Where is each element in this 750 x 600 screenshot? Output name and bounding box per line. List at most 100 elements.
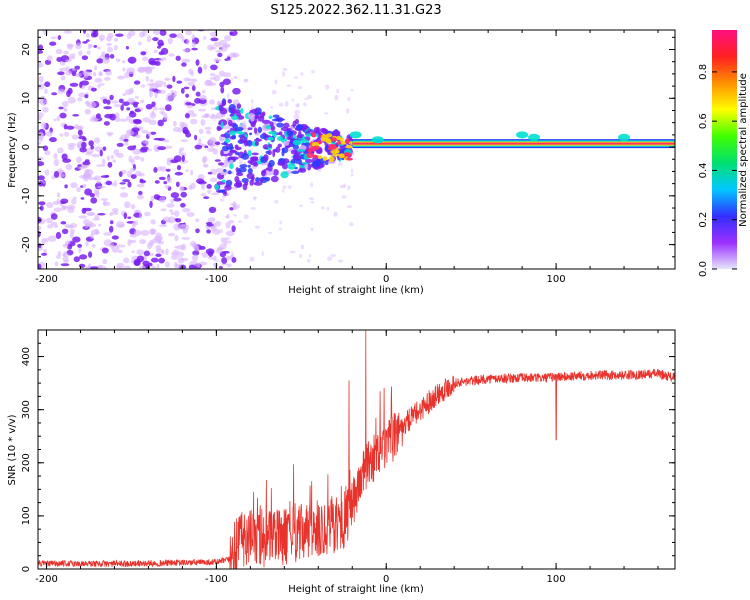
spectrogram-noise-cell xyxy=(145,75,149,82)
spectrogram-noise-cell xyxy=(207,171,213,175)
spectrogram-noise-cell xyxy=(38,135,44,142)
spectrogram-transition-cell xyxy=(272,114,280,118)
spectrogram-noise-cell xyxy=(188,185,193,191)
spectrogram-speckle-cell xyxy=(295,103,300,108)
spectrogram-speckle-cell xyxy=(269,106,274,109)
spectrogram-noise-cell xyxy=(60,263,70,267)
spectrogram-noise-cell xyxy=(166,176,172,183)
spectrogram-noise-cell xyxy=(130,174,137,179)
signal-bump xyxy=(349,131,362,139)
spectrogram-noise-cell xyxy=(155,253,162,257)
spectrogram-noise-cell xyxy=(69,223,78,229)
spectrogram-transition-cell xyxy=(231,106,235,113)
spectrogram-noise-cell xyxy=(149,228,156,235)
spectrogram-noise-cell xyxy=(205,130,212,135)
spectrogram-noise-cell xyxy=(174,171,184,176)
spectrogram-transition-cell xyxy=(221,179,226,183)
spectrogram-noise-cell xyxy=(185,169,189,172)
spectrogram-speckle-cell xyxy=(346,205,352,209)
spectrogram-transition-cell xyxy=(220,121,224,129)
spectrogram-noise-cell xyxy=(105,180,113,186)
spectrogram-transition-cell xyxy=(268,144,273,148)
spectrogram-noise-cell xyxy=(150,131,157,135)
spectrogram-transition-cell xyxy=(270,175,279,183)
spectrogram-noise-cell xyxy=(195,218,200,223)
spectrogram-noise-cell xyxy=(140,51,147,56)
spectrogram-noise-cell xyxy=(225,255,231,261)
spectrogram-transition-cell xyxy=(247,168,253,174)
spectrogram-hot-cell xyxy=(340,140,347,145)
spectrogram-noise-cell xyxy=(89,193,95,198)
spectrogram-noise-cell xyxy=(42,106,49,113)
spectrogram-noise-cell xyxy=(130,203,136,210)
spectrogram-noise-cell xyxy=(202,157,206,164)
x-tick-label: -100 xyxy=(205,574,228,585)
spectrogram-noise-cell xyxy=(129,233,138,238)
snr-panel: -200 -100 0 100 0 100 200 300 400 Height of stra… xyxy=(7,329,676,595)
spectrogram-transition-cell xyxy=(222,153,229,157)
spectrogram-noise-cell xyxy=(119,182,126,185)
spectrogram-noise-cell xyxy=(141,30,147,37)
spectrogram-noise-cell xyxy=(94,77,103,83)
spectrogram-transition-cell xyxy=(339,145,343,152)
spectrogram-noise-cell xyxy=(93,65,98,71)
spectrogram-noise-cell xyxy=(51,92,58,96)
spectrogram-noise-cell xyxy=(208,206,217,214)
spectrogram-noise-cell xyxy=(57,71,65,76)
spectrogram-noise-cell xyxy=(98,70,103,77)
spectrogram-noise-cell xyxy=(92,71,97,77)
spectrogram-noise-cell xyxy=(141,129,149,134)
spectrogram-transition-cell xyxy=(225,184,231,188)
spectrogram-noise-cell xyxy=(133,119,142,125)
spectrogram-noise-cell xyxy=(231,257,237,263)
colorbar-tick-label: 0.8 xyxy=(698,64,709,80)
spectrogram-transition-cell xyxy=(272,169,279,176)
spectrogram-noise-cell xyxy=(126,170,133,178)
spectrogram-speckle-cell xyxy=(249,256,255,262)
spectrogram-noise-cell xyxy=(114,116,121,123)
spectrogram-noise-cell xyxy=(217,52,223,58)
spectrogram-speckle-cell xyxy=(274,200,279,204)
colorbar-tick-label: 0.0 xyxy=(698,261,709,277)
spectrogram-speckle-cell xyxy=(289,250,296,254)
spectrogram-noise-cell xyxy=(108,133,112,137)
spectrogram-noise-cell xyxy=(220,86,225,94)
spectrogram-transition-cell xyxy=(286,128,292,131)
spectrogram-noise-cell xyxy=(38,263,42,269)
spectrogram-transition-cell xyxy=(242,183,248,191)
spectrogram-speckle-cell xyxy=(224,215,230,218)
spectrogram-noise-cell xyxy=(128,99,134,105)
spectrogram-noise-cell xyxy=(204,145,209,149)
spectrogram-noise-cell xyxy=(213,41,222,48)
spectrogram-noise-cell xyxy=(210,64,218,71)
spectrogram-speckle-cell xyxy=(220,228,223,234)
spectrogram-noise-cell xyxy=(219,81,225,88)
spectrogram-noise-cell xyxy=(50,213,58,220)
spectrogram-speckle-cell xyxy=(238,158,243,165)
spectrogram-frame xyxy=(37,29,676,270)
spectrogram-noise-cell xyxy=(152,30,161,35)
spectrogram-noise-cell xyxy=(173,197,182,202)
spectrogram-noise-cell xyxy=(209,99,215,105)
spectrogram-noise-cell xyxy=(195,59,200,66)
spectrogram-transition-cell xyxy=(226,146,235,150)
spectrogram-noise-cell xyxy=(106,155,110,161)
spectrogram-noise-cell xyxy=(124,141,129,146)
spectrogram-speckle-cell xyxy=(291,98,295,102)
spectrogram-noise-cell xyxy=(170,198,174,204)
spectrogram-noise-cell xyxy=(170,192,180,199)
spectrogram-noise-cell xyxy=(107,161,113,168)
colorbar-label: Normalized spectral amplitude xyxy=(738,73,749,227)
spectrogram-noise-cell xyxy=(53,224,59,228)
spectrogram-speckle-cell xyxy=(337,162,343,166)
spectrogram-transition-cell xyxy=(247,160,254,164)
spectrogram-noise-cell xyxy=(59,133,64,137)
spectrogram-noise-cell xyxy=(119,118,128,122)
spectrogram-hot-cell xyxy=(307,148,312,153)
spectrogram-noise-cell xyxy=(96,180,102,184)
spectrogram-speckle-cell xyxy=(222,194,226,199)
spectrogram-noise-cell xyxy=(191,85,196,92)
spectrogram-noise-cell xyxy=(111,245,120,253)
spectrogram-noise-cell xyxy=(61,253,70,258)
spectrogram-hot-cell xyxy=(312,145,320,151)
